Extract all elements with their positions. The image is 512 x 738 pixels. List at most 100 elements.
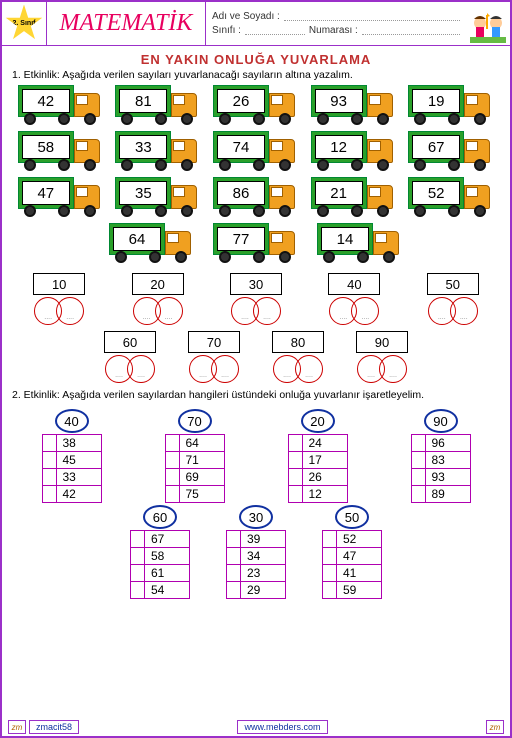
option-cell: 23: [226, 564, 286, 582]
answer-circle[interactable]: ....: [127, 355, 155, 383]
answer-circle[interactable]: ....: [351, 297, 379, 325]
option-cell: 89: [411, 485, 471, 503]
wheel-icon: [219, 159, 231, 171]
answer-circle[interactable]: ....: [56, 297, 84, 325]
answer-circle[interactable]: ....: [211, 355, 239, 383]
checkbox[interactable]: [166, 435, 180, 451]
star-icon: 2. Sınıf: [5, 5, 43, 43]
round-column: 90 96 83 93 89: [411, 409, 471, 503]
answer-item: 50 .... ....: [427, 273, 479, 325]
wheel-icon: [253, 251, 265, 263]
checkbox[interactable]: [412, 469, 426, 485]
checkbox[interactable]: [227, 565, 241, 581]
checkbox[interactable]: [227, 531, 241, 547]
truck: 33: [115, 131, 201, 173]
truck-window: [173, 187, 185, 197]
answer-item: 90 .... ....: [356, 331, 408, 383]
option-cell: 75: [165, 485, 225, 503]
truck-number: 42: [22, 89, 70, 113]
option-value: 75: [180, 487, 224, 501]
class-field[interactable]: [245, 25, 305, 35]
wheel-icon: [175, 251, 187, 263]
option-cell: 59: [322, 581, 382, 599]
answer-circle[interactable]: ....: [379, 355, 407, 383]
truck-number: 47: [22, 181, 70, 205]
checkbox[interactable]: [131, 582, 145, 598]
option-cell: 24: [288, 434, 348, 452]
option-cell: 17: [288, 451, 348, 469]
checkbox[interactable]: [323, 565, 337, 581]
truck-window: [76, 187, 88, 197]
footer-mark-left: zm: [8, 720, 26, 734]
checkbox[interactable]: [227, 548, 241, 564]
option-value: 67: [145, 532, 189, 546]
number-field[interactable]: [362, 25, 460, 35]
wheel-icon: [149, 251, 161, 263]
truck-window: [369, 141, 381, 151]
checkbox[interactable]: [43, 435, 57, 451]
checkbox[interactable]: [412, 452, 426, 468]
answers-row-1: 10 .... .... 20 .... .... 30 .... .... 4…: [10, 273, 502, 325]
truck-window: [369, 187, 381, 197]
checkbox[interactable]: [289, 486, 303, 502]
answer-circle[interactable]: ....: [295, 355, 323, 383]
wheel-icon: [219, 251, 231, 263]
column-head: 50: [335, 505, 369, 529]
option-cell: 83: [411, 451, 471, 469]
subject-title: MATEMATİK: [46, 2, 206, 45]
truck-window: [76, 95, 88, 105]
checkbox[interactable]: [323, 582, 337, 598]
truck-row: 42 81 26 93 19: [12, 85, 500, 127]
round-column: 50 52 47 41 59: [322, 505, 382, 599]
wheel-icon: [377, 205, 389, 217]
wheel-icon: [84, 205, 96, 217]
truck-window: [466, 141, 478, 151]
answer-box: 70: [188, 331, 240, 353]
truck-number: 26: [217, 89, 265, 113]
answer-box: 90: [356, 331, 408, 353]
activity1-instruction: 1. Etkinlik: Aşağıda verilen sayıları yu…: [2, 69, 510, 85]
truck-window: [271, 95, 283, 105]
truck: 74: [213, 131, 299, 173]
wheel-icon: [414, 113, 426, 125]
checkbox[interactable]: [166, 452, 180, 468]
truck-window: [466, 187, 478, 197]
truck: 21: [311, 177, 397, 219]
checkbox[interactable]: [323, 548, 337, 564]
wheel-icon: [351, 205, 363, 217]
checkbox[interactable]: [43, 469, 57, 485]
checkbox[interactable]: [166, 486, 180, 502]
wheel-icon: [24, 205, 36, 217]
checkbox[interactable]: [323, 531, 337, 547]
wheel-icon: [474, 159, 486, 171]
truck-row: 64 77 14: [12, 223, 500, 265]
answer-circle[interactable]: ....: [155, 297, 183, 325]
truck-number: 14: [321, 227, 369, 251]
activity2-instruction: 2. Etkinlik: Aşağıda verilen sayılardan …: [2, 389, 510, 405]
option-value: 34: [241, 549, 285, 563]
checkbox[interactable]: [412, 435, 426, 451]
checkbox[interactable]: [227, 582, 241, 598]
answer-box: 80: [272, 331, 324, 353]
option-value: 71: [180, 453, 224, 467]
checkbox[interactable]: [131, 548, 145, 564]
checkbox[interactable]: [131, 531, 145, 547]
checkbox[interactable]: [43, 486, 57, 502]
checkbox[interactable]: [289, 452, 303, 468]
activity2-section: 40 38 45 33 42 70 64 71 69: [2, 409, 510, 599]
wheel-icon: [448, 113, 460, 125]
checkbox[interactable]: [289, 469, 303, 485]
answer-circle[interactable]: ....: [450, 297, 478, 325]
checkbox[interactable]: [412, 486, 426, 502]
option-cell: 41: [322, 564, 382, 582]
checkbox[interactable]: [131, 565, 145, 581]
checkbox[interactable]: [166, 469, 180, 485]
name-field[interactable]: [284, 11, 460, 21]
checkbox[interactable]: [289, 435, 303, 451]
answer-circle[interactable]: ....: [253, 297, 281, 325]
answer-circles: .... ....: [34, 297, 84, 325]
checkbox[interactable]: [43, 452, 57, 468]
answer-circles: .... ....: [329, 297, 379, 325]
option-cell: 45: [42, 451, 102, 469]
wheel-icon: [155, 205, 167, 217]
